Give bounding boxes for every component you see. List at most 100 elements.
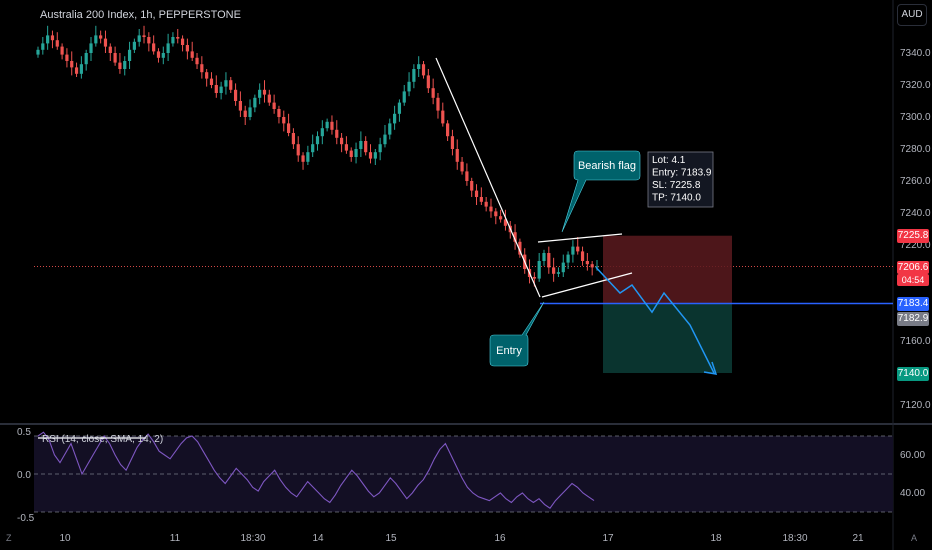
trade-info-box [647,151,714,208]
candle-body [402,91,406,103]
candle-body [205,72,209,79]
candle-body [94,35,98,44]
candle-body [291,133,296,145]
flag-upper-line [537,233,623,243]
bearish-flag-callout [561,150,641,233]
candle-body [99,35,103,39]
candle-body [373,152,377,159]
candle-body [262,89,267,95]
candle-body [503,219,508,226]
candle-body [397,102,402,114]
candle-body [147,37,151,44]
candle-body [542,253,546,261]
candle-body [537,261,541,279]
time-tick-label: 18:30 [240,533,265,544]
candle-body [450,136,455,149]
candle-body [84,53,88,65]
currency-button[interactable]: AUD [897,4,927,26]
sl-price-tag: 7225.8 [897,229,929,243]
time-tick-label: 15 [385,533,397,544]
candle-body [585,261,589,265]
candle-body [41,43,45,50]
timezone-corner[interactable]: Z [6,533,12,543]
candle-body [339,137,344,145]
candle-body [455,149,459,162]
rsi-line [37,431,595,509]
time-tick-label: 16 [494,533,506,544]
candle-body [417,64,421,69]
candle-body [325,121,329,129]
candle-body [190,51,194,58]
candle-body [108,46,112,53]
candle-body [393,113,397,124]
candle-body [566,254,570,263]
candle-body [311,144,315,153]
price-tick-label: 7280.0 [900,144,931,155]
rsi-left-tick-label: -0.5 [17,513,35,524]
auto-scale-corner[interactable]: A [911,533,918,543]
candle-body [70,61,74,68]
candle-body [286,123,291,133]
rsi-title: RSI (14, close, SMA, 14, 2) [42,434,164,445]
candle-body [195,57,199,65]
candle-body [474,190,479,197]
candle-body [243,110,247,117]
rsi-left-tick-label: 0.0 [17,470,31,481]
trade-info-line: Lot: 4.1 [652,155,686,166]
candle-body [470,181,474,191]
candle-body [421,64,426,76]
entry-callout-label: Entry [496,345,522,357]
entry-price-tag: 7183.4 [897,297,929,311]
candle-body [74,67,79,74]
candle-body [200,64,204,73]
candle-body [238,101,242,111]
candle-body [113,53,117,63]
flag-lower-line [541,272,633,298]
candle-body [60,46,64,55]
candle-body [301,155,305,162]
candle-body [349,150,353,157]
candle-body [152,43,156,52]
candle-body [296,144,300,156]
candle-body [123,61,127,69]
candle-body [344,144,349,151]
candle-body [161,53,165,58]
candle-body [46,35,50,44]
candle-body [518,241,522,255]
candle-body [359,141,363,149]
tp-price-tag: 7140.0 [897,367,929,381]
countdown-tag: 04:54 [897,274,929,286]
candle-body [320,128,324,137]
candle-body [219,86,223,93]
candle-body [513,232,517,242]
candle-body [412,69,416,82]
candle-body [258,89,262,98]
candle-body [561,262,565,273]
candle-body [479,197,483,202]
candle-body [368,152,373,159]
candle-body [176,37,180,39]
rsi-tick-label: 40.00 [900,488,925,499]
candle-body [306,152,310,162]
candle-body [556,272,561,274]
candle-body [166,43,170,53]
candle-body [436,97,440,111]
candle-body [79,64,83,74]
price-tick-label: 7340.0 [900,48,931,59]
rsi-tick-label: 60.00 [900,450,925,461]
candle-body [494,211,498,217]
candle-body [426,75,430,89]
candle-body [185,45,189,52]
candle-body [407,81,411,92]
price-tick-label: 7220.0 [900,240,931,251]
trade-info-line: TP: 7140.0 [652,193,701,204]
projection-path [595,266,715,374]
candle-body [595,266,599,268]
candle-body [233,89,238,101]
time-tick-label: 17 [602,533,614,544]
candle-body [484,201,488,207]
candle-body [576,246,580,252]
candle-body [89,43,93,53]
